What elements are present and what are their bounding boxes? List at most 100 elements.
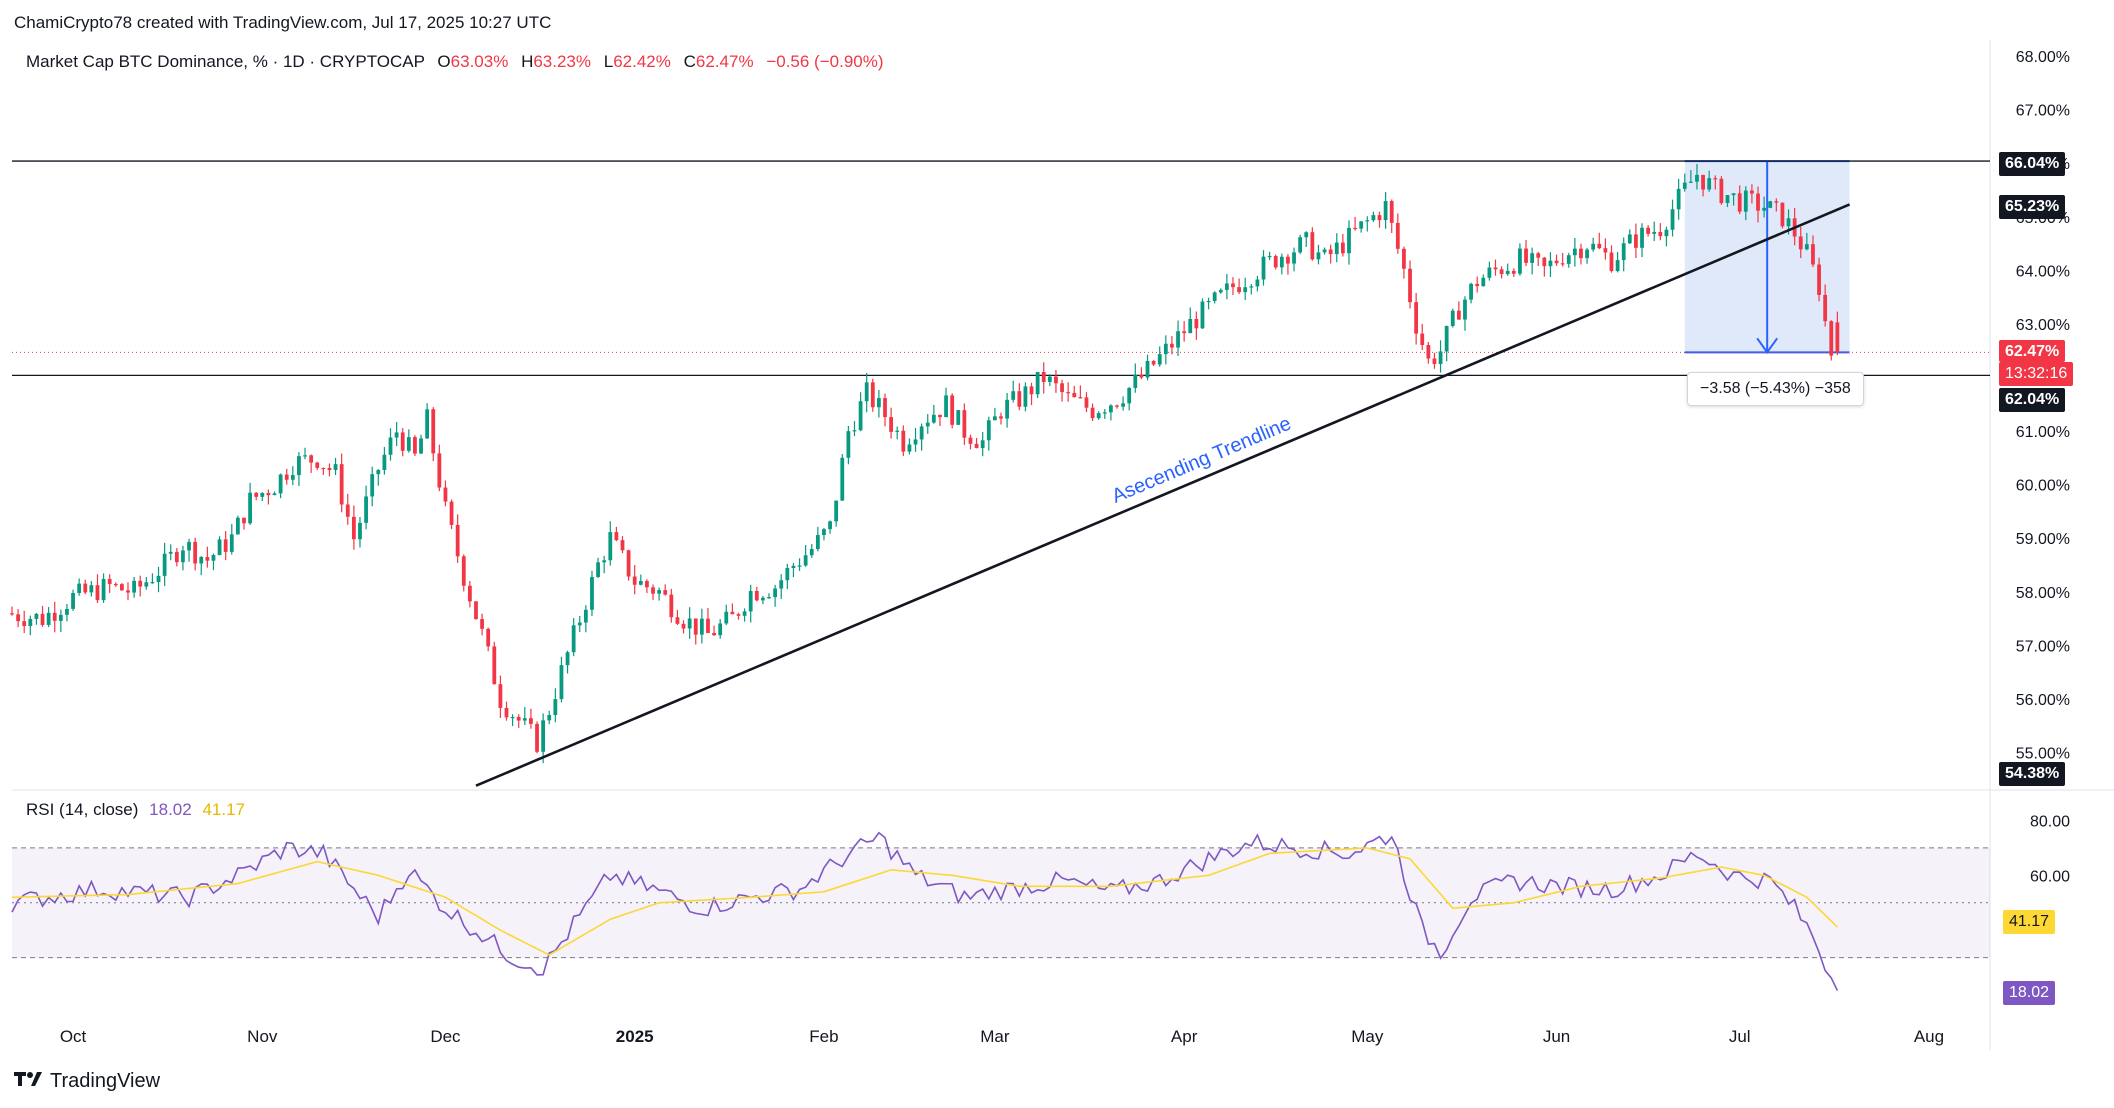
measurement-label[interactable]: −3.58 (−5.43%) −358 bbox=[1687, 372, 1864, 406]
measure-arrow-head-icon bbox=[1756, 337, 1778, 355]
price-tick-55.00%: 55.00% bbox=[2016, 746, 2070, 763]
candle-2024-10-18 bbox=[174, 551, 179, 563]
candle-2024-12-21 bbox=[565, 652, 570, 666]
candle-2024-10-22 bbox=[199, 557, 204, 564]
candle-2025-02-01 bbox=[822, 529, 826, 536]
candle-2025-03-23 bbox=[1127, 387, 1132, 404]
candle-2024-10-02 bbox=[77, 583, 82, 593]
candle-2025-07-01 bbox=[1737, 193, 1742, 212]
candle-2025-03-13 bbox=[1066, 392, 1071, 394]
candle-2024-12-16 bbox=[535, 723, 539, 752]
candle-2025-05-27 bbox=[1524, 248, 1528, 263]
candle-2025-02-20 bbox=[938, 414, 942, 418]
close-value: 62.47% bbox=[695, 52, 754, 71]
candle-2025-01-23 bbox=[767, 597, 771, 599]
candle-2025-04-28 bbox=[1347, 227, 1351, 254]
candle-2025-03-31 bbox=[1176, 331, 1180, 348]
candle-2025-04-14 bbox=[1261, 256, 1266, 280]
candle-2025-02-24 bbox=[962, 410, 967, 438]
candle-2024-11-29 bbox=[431, 409, 436, 454]
price-tick-68.00%: 68.00% bbox=[2016, 49, 2070, 66]
candle-2024-10-15 bbox=[156, 575, 161, 583]
brand-footer[interactable]: TradingView bbox=[14, 1070, 160, 1093]
time-tick-Dec: Dec bbox=[430, 1027, 461, 1046]
candle-2025-01-31 bbox=[815, 535, 820, 550]
candle-2024-12-12 bbox=[510, 716, 515, 719]
candle-2025-05-15 bbox=[1450, 310, 1455, 327]
horizontal-lines[interactable] bbox=[12, 160, 1990, 377]
candle-2025-02-03 bbox=[834, 500, 839, 522]
candle-2025-04-30 bbox=[1359, 221, 1364, 229]
candle-2025-03-24 bbox=[1133, 374, 1138, 388]
candle-2025-05-26 bbox=[1518, 248, 1522, 274]
candle-2024-11-21 bbox=[382, 454, 387, 471]
rsi-tick-60.00: 60.00 bbox=[2030, 868, 2070, 885]
time-tick-Apr: Apr bbox=[1171, 1027, 1198, 1046]
candle-2025-06-23 bbox=[1688, 181, 1693, 183]
candle-2025-07-15 bbox=[1823, 294, 1828, 322]
rsi-ma-value: 41.17 bbox=[202, 800, 245, 819]
rsi-legend[interactable]: RSI (14, close) 18.02 41.17 bbox=[26, 800, 245, 820]
candle-2024-12-17 bbox=[541, 720, 546, 752]
candle-2025-01-07 bbox=[669, 594, 674, 618]
open-value: 63.03% bbox=[450, 52, 509, 71]
candle-2025-03-05 bbox=[1017, 391, 1022, 407]
candle-2025-04-21 bbox=[1304, 232, 1309, 238]
candle-2025-03-01 bbox=[993, 416, 997, 421]
candle-2025-05-14 bbox=[1444, 326, 1449, 352]
candle-2024-11-23 bbox=[394, 432, 399, 438]
candle-2025-01-13 bbox=[706, 618, 710, 633]
close-label: C bbox=[683, 52, 696, 71]
candle-2025-04-16 bbox=[1273, 255, 1278, 268]
candle-2025-04-26 bbox=[1334, 242, 1339, 255]
candle-2025-04-18 bbox=[1286, 256, 1290, 264]
change-value: −0.56 (−0.90%) bbox=[766, 52, 884, 71]
candle-2024-11-15 bbox=[345, 504, 350, 517]
low-value: 62.42% bbox=[613, 52, 671, 71]
candle-2025-06-27 bbox=[1713, 178, 1718, 180]
symbol-legend[interactable]: Market Cap BTC Dominance, % · 1D · CRYPT… bbox=[26, 52, 884, 72]
candle-2025-01-27 bbox=[791, 565, 796, 568]
candle-2025-02-13 bbox=[895, 430, 900, 432]
candle-2025-01-24 bbox=[773, 588, 778, 598]
candle-2025-05-09 bbox=[1414, 302, 1419, 334]
candle-2024-12-03 bbox=[455, 524, 460, 557]
time-tick-Mar: Mar bbox=[980, 1027, 1010, 1046]
rsi-band bbox=[12, 847, 1990, 958]
candle-2024-11-17 bbox=[358, 522, 362, 540]
candle-2024-12-20 bbox=[559, 665, 564, 700]
price-tick-57.00%: 57.00% bbox=[2016, 638, 2070, 655]
candle-2025-04-29 bbox=[1353, 227, 1357, 230]
candle-2025-06-08 bbox=[1597, 243, 1602, 249]
candle-2024-11-05 bbox=[284, 474, 289, 480]
candle-2025-02-17 bbox=[919, 426, 924, 440]
candle-2024-10-21 bbox=[193, 541, 198, 564]
candle-2024-12-14 bbox=[522, 718, 527, 721]
candle-2024-11-10 bbox=[315, 462, 320, 468]
candle-2025-03-22 bbox=[1121, 403, 1125, 407]
candle-2025-06-09 bbox=[1603, 248, 1608, 253]
candle-2025-07-09 bbox=[1786, 218, 1791, 227]
candle-2025-03-02 bbox=[999, 416, 1003, 419]
trendline[interactable]: Asecending Trendline bbox=[475, 203, 1851, 787]
candle-2025-05-12 bbox=[1432, 358, 1437, 364]
candle-2025-06-13 bbox=[1627, 234, 1632, 244]
candle-2025-05-25 bbox=[1511, 270, 1516, 274]
candle-2025-03-04 bbox=[1011, 391, 1016, 400]
candle-2025-06-12 bbox=[1621, 243, 1626, 261]
candle-2024-09-29 bbox=[58, 614, 63, 621]
candle-2024-11-04 bbox=[278, 474, 283, 494]
rsi-ma-tag: 41.17 bbox=[2003, 910, 2056, 934]
candle-2025-07-07 bbox=[1774, 201, 1779, 203]
candle-2025-06-03 bbox=[1566, 255, 1571, 264]
candle-2024-12-19 bbox=[553, 699, 558, 716]
tradingview-logo-icon bbox=[14, 1070, 44, 1093]
candle-2025-01-15 bbox=[718, 623, 723, 636]
candle-2025-01-06 bbox=[663, 590, 668, 595]
candle-2025-01-09 bbox=[681, 623, 686, 629]
candle-2025-06-21 bbox=[1676, 188, 1681, 210]
candle-2024-10-08 bbox=[113, 583, 118, 586]
brand-name: TradingView bbox=[50, 1070, 161, 1092]
candle-2025-01-02 bbox=[638, 580, 643, 585]
